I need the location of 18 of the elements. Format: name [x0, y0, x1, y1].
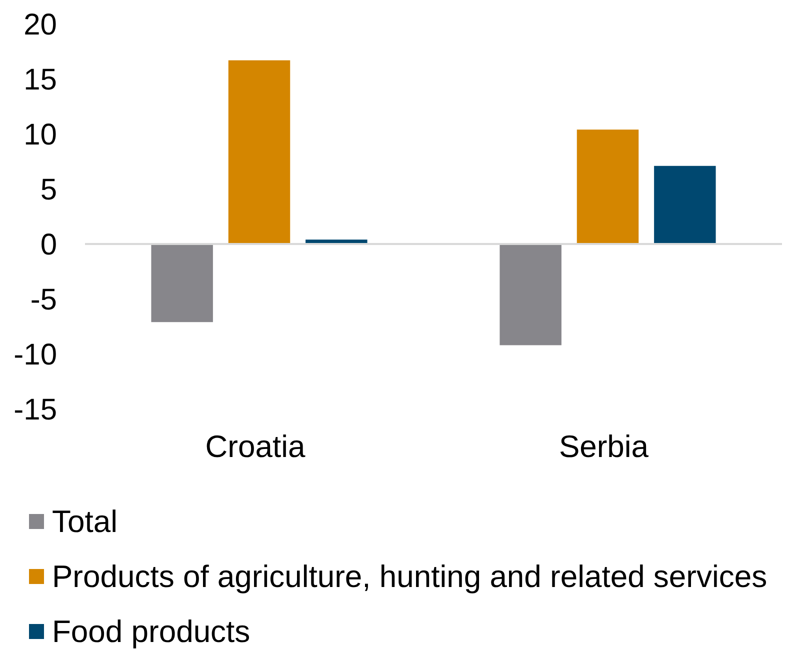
bar [500, 244, 562, 346]
y-tick-label: -15 [14, 394, 57, 426]
y-tick-label: 5 [40, 174, 57, 206]
legend-label: Total [52, 504, 118, 539]
x-tick-label: Serbia [558, 428, 650, 464]
bar [228, 60, 290, 244]
x-tick-label: Croatia [205, 428, 306, 464]
legend-label: Products of agriculture, hunting and related services [52, 558, 768, 594]
y-tick-label: 0 [40, 228, 57, 262]
y-tick-label: 15 [24, 64, 57, 96]
y-tick-label: -5 [30, 284, 57, 316]
legend-label: Food products [52, 614, 250, 649]
y-tick-label: 20 [24, 8, 57, 42]
y-tick-label: -10 [14, 338, 57, 372]
bar [654, 166, 716, 244]
y-tick-label: 10 [24, 118, 57, 152]
bar [151, 244, 213, 322]
bar [576, 130, 639, 244]
